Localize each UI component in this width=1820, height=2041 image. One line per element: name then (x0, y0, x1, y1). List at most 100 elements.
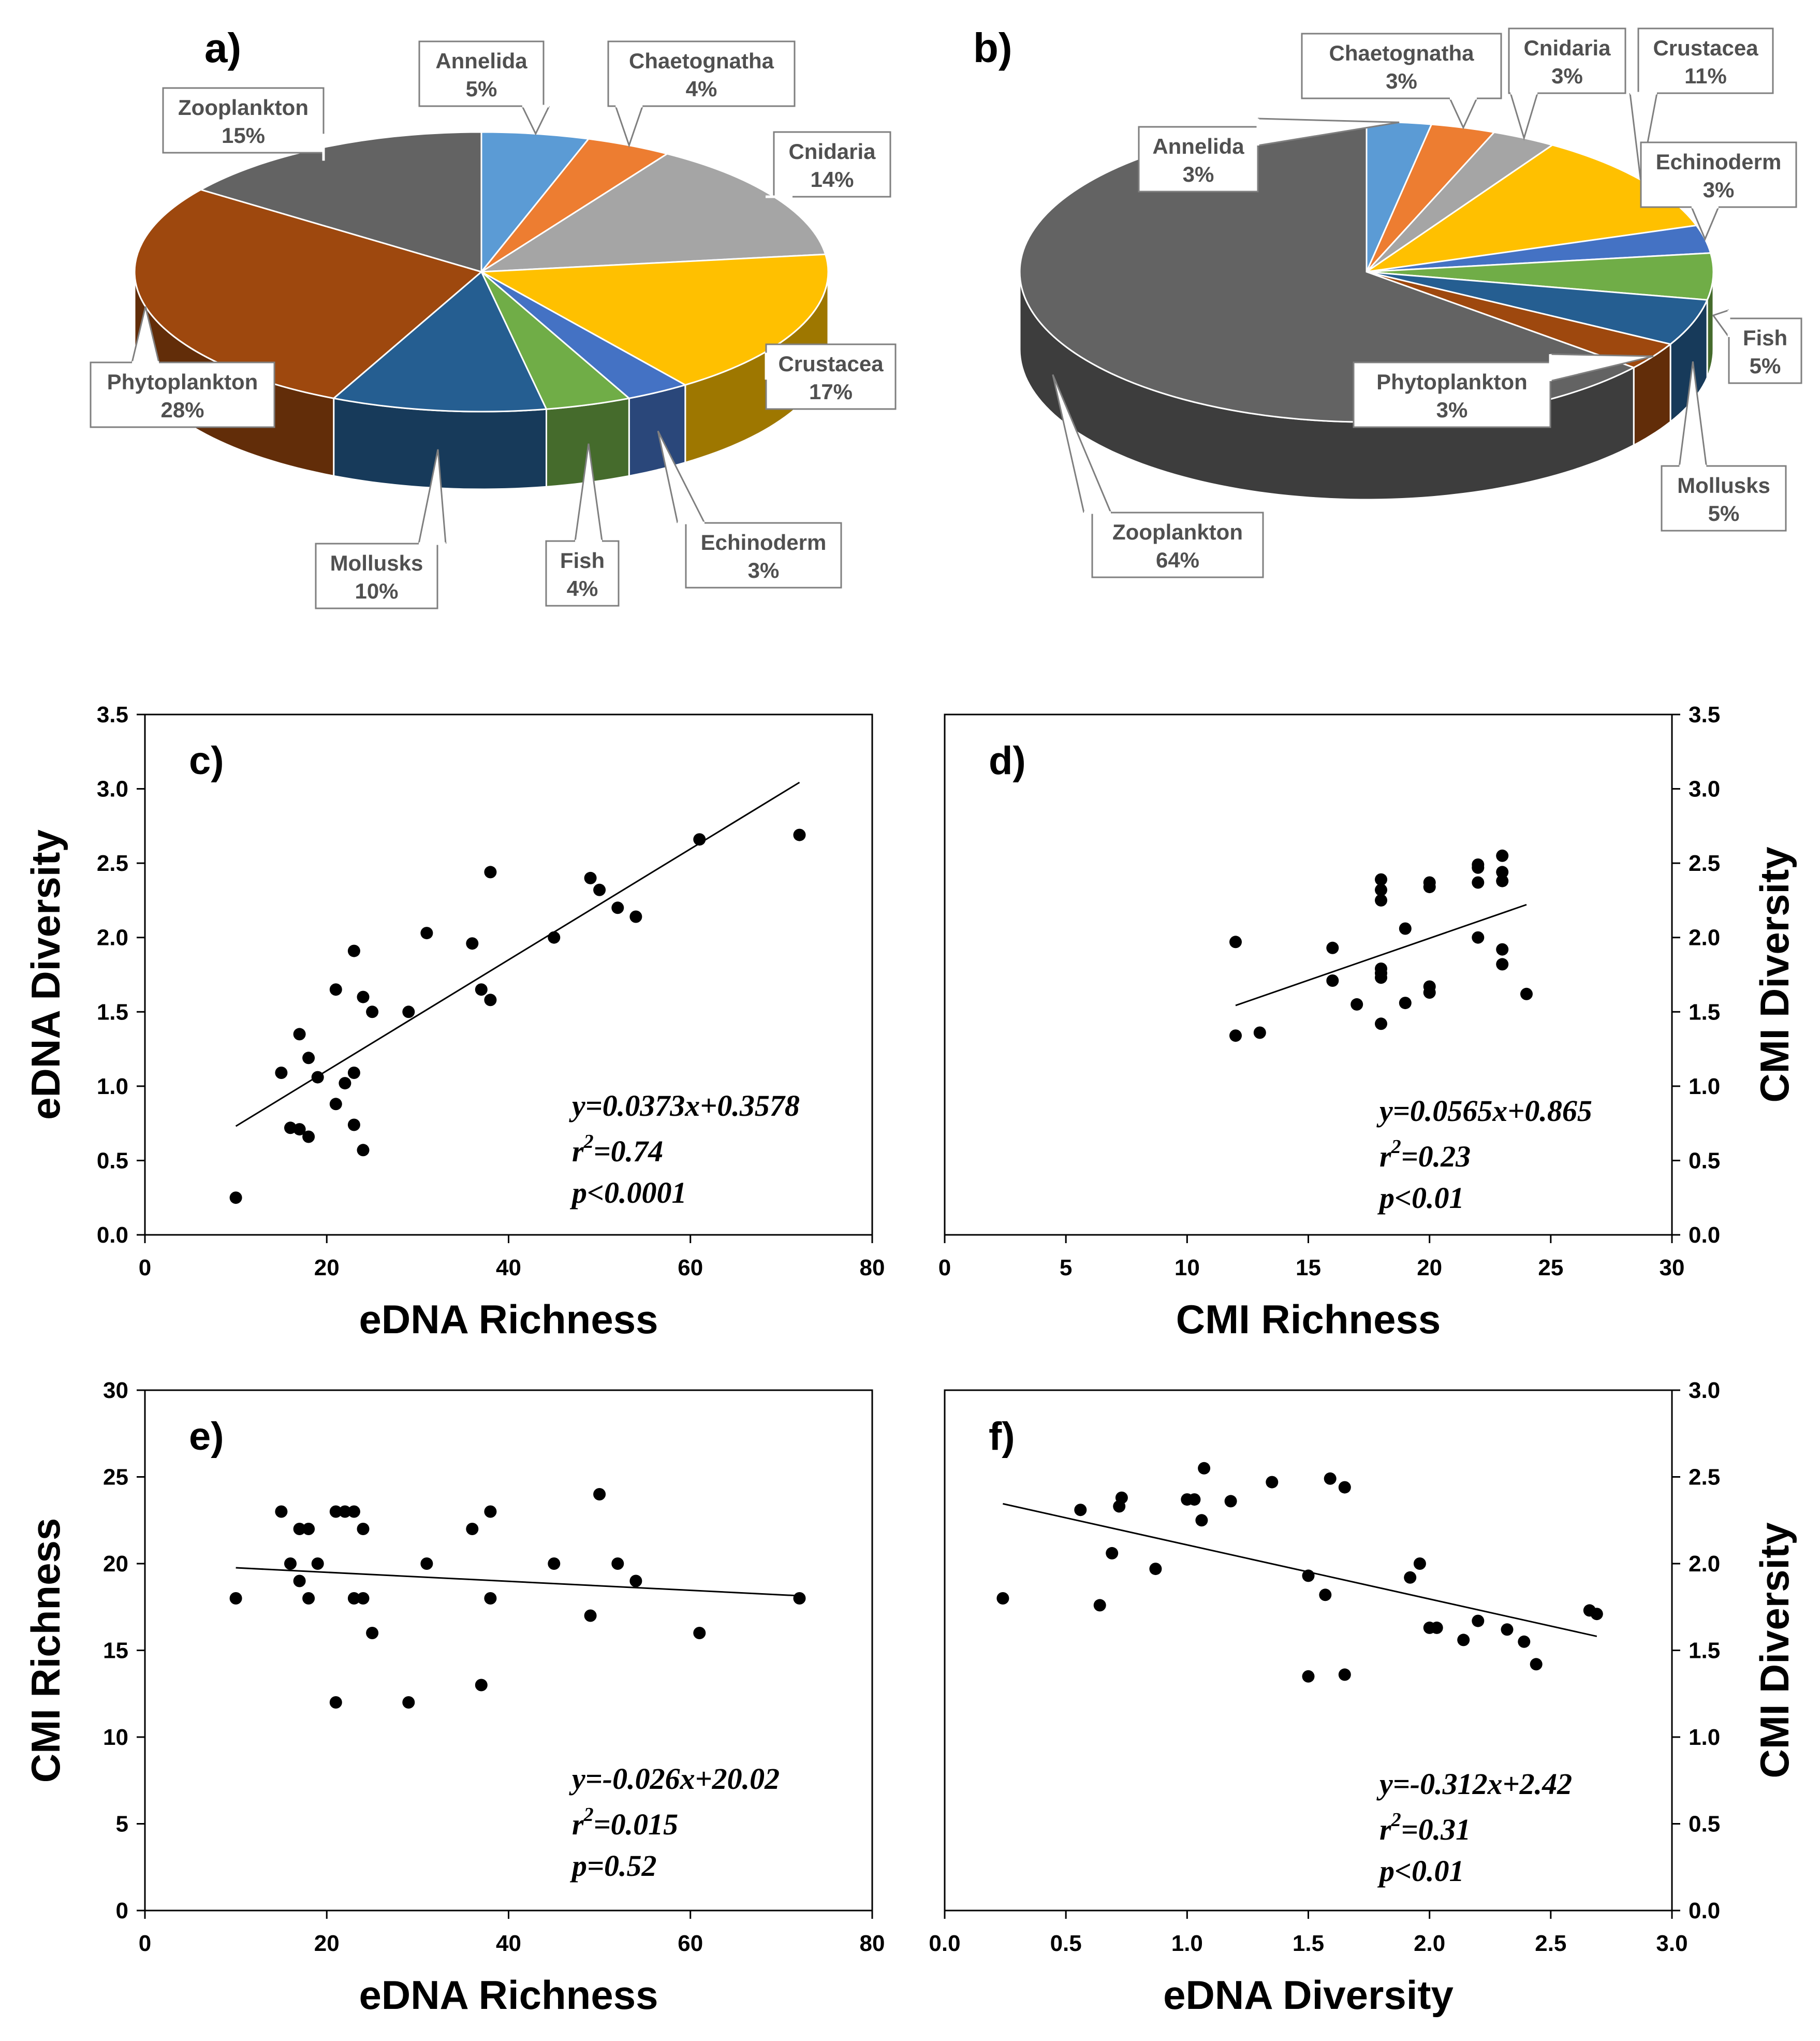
data-point (584, 871, 597, 884)
callout-pointer (1550, 353, 1654, 382)
y-tick-label: 0.5 (1689, 1148, 1720, 1173)
r-squared: r2=0.74 (572, 1131, 663, 1168)
data-point (420, 927, 433, 940)
x-tick-label: 2.0 (1414, 1931, 1445, 1956)
panel-letter-c: c) (189, 739, 224, 783)
r-exponent: 2 (1391, 1136, 1401, 1158)
p-value: p<0.01 (1377, 1854, 1464, 1888)
y-axis-label: CMI Diversity (1752, 1522, 1797, 1778)
y-tick-label: 3.5 (1689, 702, 1720, 727)
callout-box (1728, 317, 1802, 384)
y-tick-label: 25 (103, 1465, 128, 1490)
plot-frame (944, 1389, 1673, 1912)
y-tick-label: 2.5 (1689, 1465, 1720, 1490)
data-point (593, 883, 606, 896)
callout-label-annelida: Annelida (435, 49, 527, 73)
data-point (548, 931, 561, 944)
data-point (484, 1505, 497, 1518)
y-tick-label: 3.0 (1689, 1378, 1720, 1403)
data-point (1430, 1621, 1443, 1634)
data-point (329, 1505, 342, 1518)
data-point (347, 1592, 360, 1605)
panel-letter-b: b) (973, 25, 1012, 71)
data-point (329, 983, 342, 996)
plot-frame (144, 1389, 873, 1912)
r-exponent: 2 (1391, 1809, 1401, 1831)
data-point (1457, 1634, 1470, 1646)
data-point (1149, 1563, 1162, 1576)
data-point (347, 944, 360, 957)
data-point (475, 983, 488, 996)
callout-box (1138, 126, 1259, 193)
callout-pct-echinoderm: 3% (1703, 178, 1735, 202)
x-tick-label: 60 (678, 1255, 703, 1280)
data-point (1375, 873, 1387, 886)
callout-pct-chaetognatha: 4% (686, 77, 717, 101)
callout-box (1508, 27, 1626, 94)
y-tick-label: 0.0 (1689, 1222, 1720, 1248)
callout-pct-echinoderm: 3% (748, 558, 780, 582)
callout-box (685, 522, 842, 589)
data-point (793, 828, 806, 841)
callout-pct-mollusks: 5% (1708, 501, 1740, 526)
data-point (1399, 922, 1412, 935)
data-point (275, 1505, 288, 1518)
callout-box (1637, 27, 1774, 94)
pie-chart-b: Annelida 3% Chaetognatha 3% Cnidaria 3% Crusta… (973, 25, 1802, 578)
panel-letter-d: d) (989, 739, 1026, 783)
data-point (293, 1523, 306, 1535)
x-tick-label: 0 (139, 1255, 151, 1280)
r-exponent: 2 (583, 1804, 594, 1826)
callout-pointer (418, 449, 447, 544)
callout-pct-chaetognatha: 3% (1386, 69, 1417, 93)
data-point (1338, 1481, 1351, 1494)
x-tick-label: 0.5 (1050, 1931, 1082, 1956)
callout-label-mollusks: Mollusks (1677, 473, 1770, 498)
data-point (584, 1609, 597, 1622)
regression-equation: y=-0.312x+2.42 (1376, 1767, 1572, 1801)
callout-label-zooplankton: Zooplankton (178, 95, 309, 120)
callout-box (1353, 361, 1551, 428)
y-tick-label: 2.0 (1689, 1551, 1720, 1577)
callout-pct-annelida: 3% (1183, 162, 1214, 186)
data-point (1496, 849, 1509, 862)
callout-pct-fish: 5% (1750, 354, 1781, 378)
data-point (420, 1557, 433, 1570)
y-tick-label: 1.5 (1689, 999, 1720, 1025)
data-point (1375, 883, 1387, 896)
data-point (1253, 1026, 1266, 1039)
data-point (1404, 1571, 1417, 1584)
panel-letter-a: a) (204, 25, 241, 71)
x-tick-label: 40 (496, 1255, 521, 1280)
data-point (1229, 1029, 1242, 1042)
callout-pct-zooplankton: 15% (222, 123, 265, 148)
data-point (611, 1557, 624, 1570)
data-point (347, 1118, 360, 1131)
pie-slice-crustacea (478, 253, 829, 386)
x-tick-label: 20 (314, 1255, 340, 1280)
data-point (1518, 1635, 1531, 1648)
data-point (293, 1123, 306, 1136)
x-tick-label: 5 (1060, 1255, 1072, 1280)
data-point (793, 1592, 806, 1605)
x-tick-label: 25 (1538, 1255, 1563, 1280)
data-point (284, 1557, 297, 1570)
callout-label-fish: Fish (1743, 326, 1787, 350)
x-tick-label: 20 (314, 1931, 340, 1956)
x-axis-label: eDNA Richness (359, 1972, 658, 2018)
y-tick-label: 5 (116, 1812, 128, 1837)
data-point (548, 1557, 561, 1570)
callout-pointer (657, 430, 706, 523)
data-point (329, 1696, 342, 1709)
data-point (693, 1627, 706, 1639)
callout-label-cnidaria: Cnidaria (1523, 36, 1611, 60)
callout-box (162, 87, 325, 154)
x-axis-label: eDNA Richness (359, 1296, 658, 1342)
data-point (1375, 894, 1387, 907)
y-tick-label: 0.0 (1689, 1898, 1720, 1923)
x-tick-label: 0 (139, 1931, 151, 1956)
callout-pointer (131, 306, 160, 363)
regression-equation: y=0.0373x+0.3578 (569, 1089, 800, 1122)
r-letter: r (1379, 1140, 1391, 1173)
regression-equation: y=0.0565x+0.865 (1376, 1094, 1592, 1128)
